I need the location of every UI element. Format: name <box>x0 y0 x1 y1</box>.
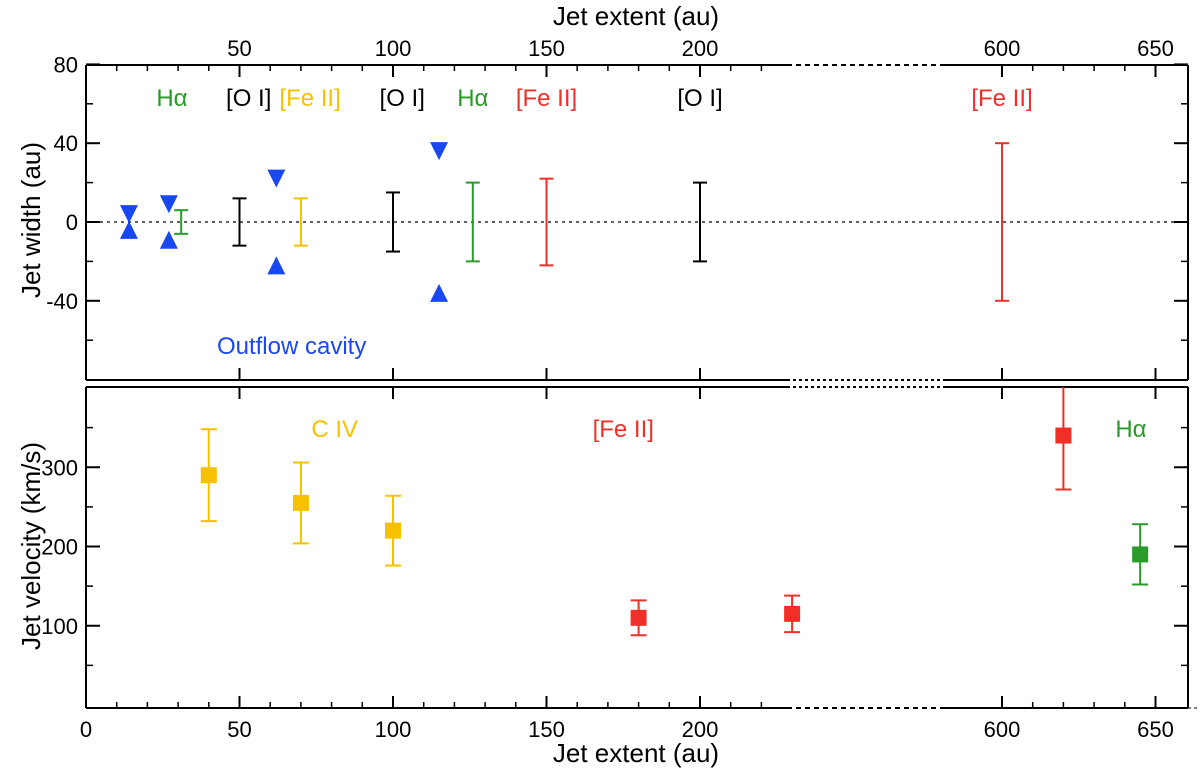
bottom-x-axis-label: Jet extent (au) <box>553 738 719 768</box>
cavity-marker-lower <box>159 230 178 249</box>
bottom-x-tick-label: 600 <box>984 717 1021 742</box>
cavity-marker-lower <box>267 256 286 275</box>
bottom-x-tick-label: 50 <box>227 717 251 742</box>
bottom-y-tick-label: 200 <box>41 535 78 560</box>
velocity-point <box>1132 546 1149 563</box>
outflow-cavity-label: Outflow cavity <box>217 333 366 360</box>
top-x-axis-label: Jet extent (au) <box>553 1 719 31</box>
top-panel: 50 100 150 200 600 650 80 40 0 -40 Hα [O I] [Fe II] [… <box>46 36 1189 381</box>
line-annotation: Hα <box>457 85 488 112</box>
velocity-point <box>1055 427 1072 444</box>
bottom-panel: 0 50 100 150 200 600 650 300 200 100 C IV [Fe II] Hα <box>41 386 1198 742</box>
top-x-tick-label: 650 <box>1137 36 1174 61</box>
velocity-point <box>385 522 401 539</box>
line-annotation: [O I] <box>226 85 271 112</box>
bottom-y-axis-label: Jet velocity (km/s) <box>16 442 46 650</box>
velocity-point <box>784 605 801 622</box>
cavity-marker-upper <box>119 205 138 224</box>
cavity-marker-upper <box>159 195 178 214</box>
bottom-y-tick-label: 300 <box>41 455 78 480</box>
bottom-x-tick-label: 650 <box>1137 717 1174 742</box>
top-x-tick-label: 600 <box>984 36 1021 61</box>
top-y-tick-label: 0 <box>66 210 78 235</box>
bottom-x-tick-label: 100 <box>375 717 412 742</box>
velocity-annotation: C IV <box>311 416 358 443</box>
bottom-y-tick-label: 100 <box>41 614 78 639</box>
top-y-tick-label: -40 <box>46 289 78 314</box>
line-annotation: [Fe II] <box>516 85 577 112</box>
velocity-annotation: Hα <box>1115 416 1146 443</box>
cavity-marker-upper <box>267 169 286 188</box>
bottom-x-tick-label: 200 <box>682 717 719 742</box>
velocity-point <box>200 467 217 484</box>
bottom-x-tick-label: 0 <box>80 717 92 742</box>
line-annotation: [O I] <box>380 85 425 112</box>
cavity-marker-lower <box>119 220 138 239</box>
top-y-tick-label: 40 <box>54 131 78 156</box>
line-annotation: [Fe II] <box>971 85 1032 112</box>
velocity-annotation: [Fe II] <box>593 416 654 443</box>
line-annotation: Hα <box>156 85 187 112</box>
velocity-point <box>630 609 647 626</box>
cavity-marker-upper <box>430 142 449 161</box>
top-x-tick-label: 100 <box>375 36 412 61</box>
line-annotation: [O I] <box>677 85 722 112</box>
top-x-tick-label: 200 <box>682 36 719 61</box>
line-annotation: [Fe II] <box>279 85 340 112</box>
top-x-tick-label: 50 <box>227 36 251 61</box>
cavity-marker-lower <box>430 283 449 302</box>
bottom-x-tick-label: 150 <box>528 717 565 742</box>
top-y-axis-label: Jet width (au) <box>16 142 46 298</box>
velocity-point <box>292 494 309 511</box>
top-x-tick-label: 150 <box>528 36 565 61</box>
top-y-tick-label: 80 <box>54 52 78 77</box>
